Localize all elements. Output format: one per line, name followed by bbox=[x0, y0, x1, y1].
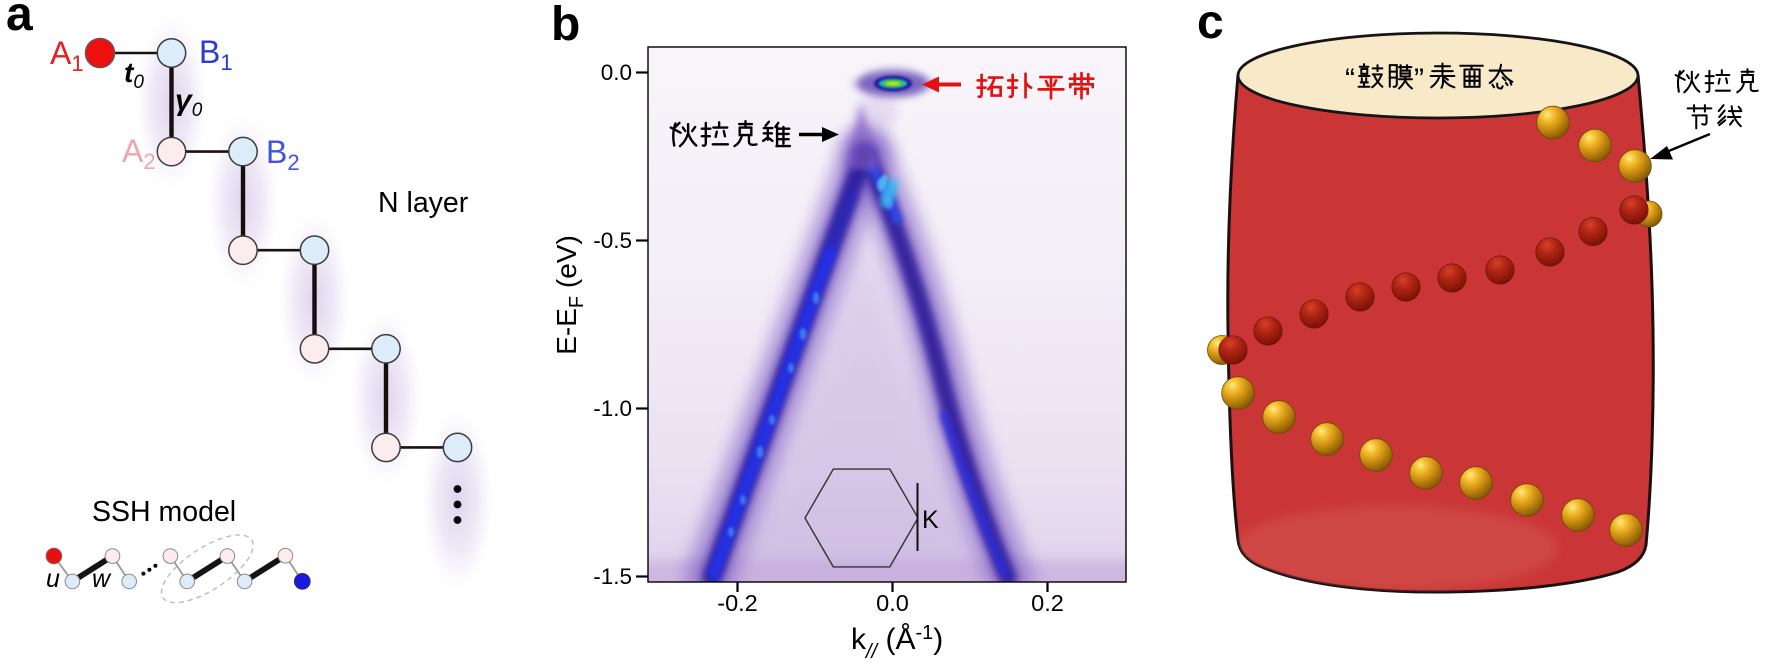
svg-text:SSH model: SSH model bbox=[92, 496, 236, 528]
svg-text:”: ” bbox=[1414, 63, 1424, 96]
svg-text:B2: B2 bbox=[266, 134, 300, 175]
svg-text:“: “ bbox=[1345, 63, 1355, 96]
svg-text:E-EF (eV): E-EF (eV) bbox=[551, 235, 588, 355]
svg-text:w: w bbox=[92, 565, 112, 593]
svg-text:a: a bbox=[6, 0, 33, 41]
svg-text:0.0: 0.0 bbox=[876, 590, 909, 616]
svg-text:A1: A1 bbox=[50, 35, 84, 76]
svg-text:0.0: 0.0 bbox=[601, 60, 632, 85]
svg-text:b: b bbox=[551, 0, 580, 51]
svg-text:0.2: 0.2 bbox=[1031, 590, 1064, 616]
svg-text:u: u bbox=[46, 565, 60, 593]
svg-text:-1.5: -1.5 bbox=[593, 564, 632, 589]
svg-text:K: K bbox=[922, 506, 939, 534]
svg-text:N layer: N layer bbox=[378, 187, 469, 219]
svg-text:c: c bbox=[1197, 0, 1224, 49]
svg-text:-1.0: -1.0 bbox=[593, 396, 632, 421]
svg-text:-0.2: -0.2 bbox=[717, 590, 758, 616]
svg-text:B1: B1 bbox=[199, 34, 233, 75]
svg-text:k// (Å-1): k// (Å-1) bbox=[851, 622, 943, 663]
svg-text:-0.5: -0.5 bbox=[593, 228, 632, 253]
